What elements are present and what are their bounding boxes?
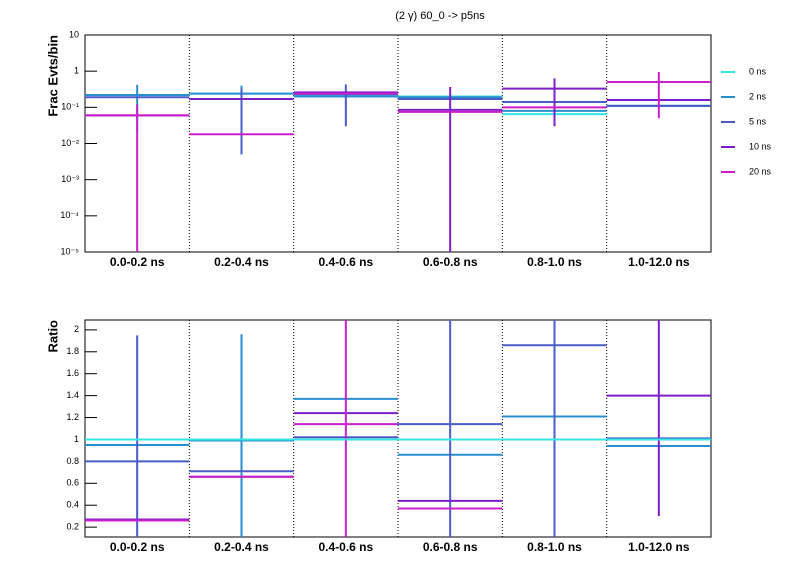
y-tick-label: 2: [74, 324, 79, 334]
x-tick-label: 1.0-12.0 ns: [628, 255, 690, 269]
y-axis-label: Ratio: [45, 320, 60, 353]
x-tick-label: 0.6-0.8 ns: [423, 255, 478, 269]
y-tick-label: 1: [74, 434, 79, 444]
x-tick-label: 0.0-0.2 ns: [110, 540, 165, 554]
y-tick-label: 0.4: [66, 500, 79, 510]
x-tick-label: 0.4-0.6 ns: [318, 255, 373, 269]
x-tick-label: 0.0-0.2 ns: [110, 255, 165, 269]
legend-label: 0 ns: [749, 66, 767, 76]
y-tick-label: 1.6: [66, 368, 79, 378]
y-tick-label: 0.8: [66, 456, 79, 466]
y-tick-label: 10⁻⁵: [61, 246, 80, 256]
y-tick-label: 10⁻¹: [61, 102, 79, 112]
y-tick-label: 1.4: [66, 390, 79, 400]
y-tick-label: 10⁻⁴: [60, 210, 79, 220]
x-tick-label: 0.2-0.4 ns: [214, 540, 269, 554]
y-tick-label: 1: [74, 66, 79, 76]
legend-label: 5 ns: [749, 116, 767, 126]
y-tick-label: 1.2: [66, 412, 79, 422]
x-tick-label: 0.6-0.8 ns: [423, 540, 478, 554]
x-tick-label: 0.2-0.4 ns: [214, 255, 269, 269]
y-tick-label: 10⁻²: [61, 138, 79, 148]
y-tick-label: 0.2: [66, 522, 79, 532]
y-tick-label: 1.8: [66, 346, 79, 356]
y-tick-label: 10⁻³: [61, 174, 79, 184]
y-axis-label: Frac Evts/bin: [45, 35, 60, 117]
legend-label: 20 ns: [749, 166, 772, 176]
y-tick-label: 10: [69, 29, 79, 39]
x-tick-label: 0.8-1.0 ns: [527, 540, 582, 554]
chart-title: (2 γ) 60_0 -> p5ns: [395, 10, 485, 22]
x-tick-label: 1.0-12.0 ns: [628, 540, 690, 554]
legend-label: 2 ns: [749, 91, 767, 101]
x-tick-label: 0.8-1.0 ns: [527, 255, 582, 269]
y-tick-label: 0.6: [66, 478, 79, 488]
x-tick-label: 0.4-0.6 ns: [318, 540, 373, 554]
legend-label: 10 ns: [749, 141, 772, 151]
